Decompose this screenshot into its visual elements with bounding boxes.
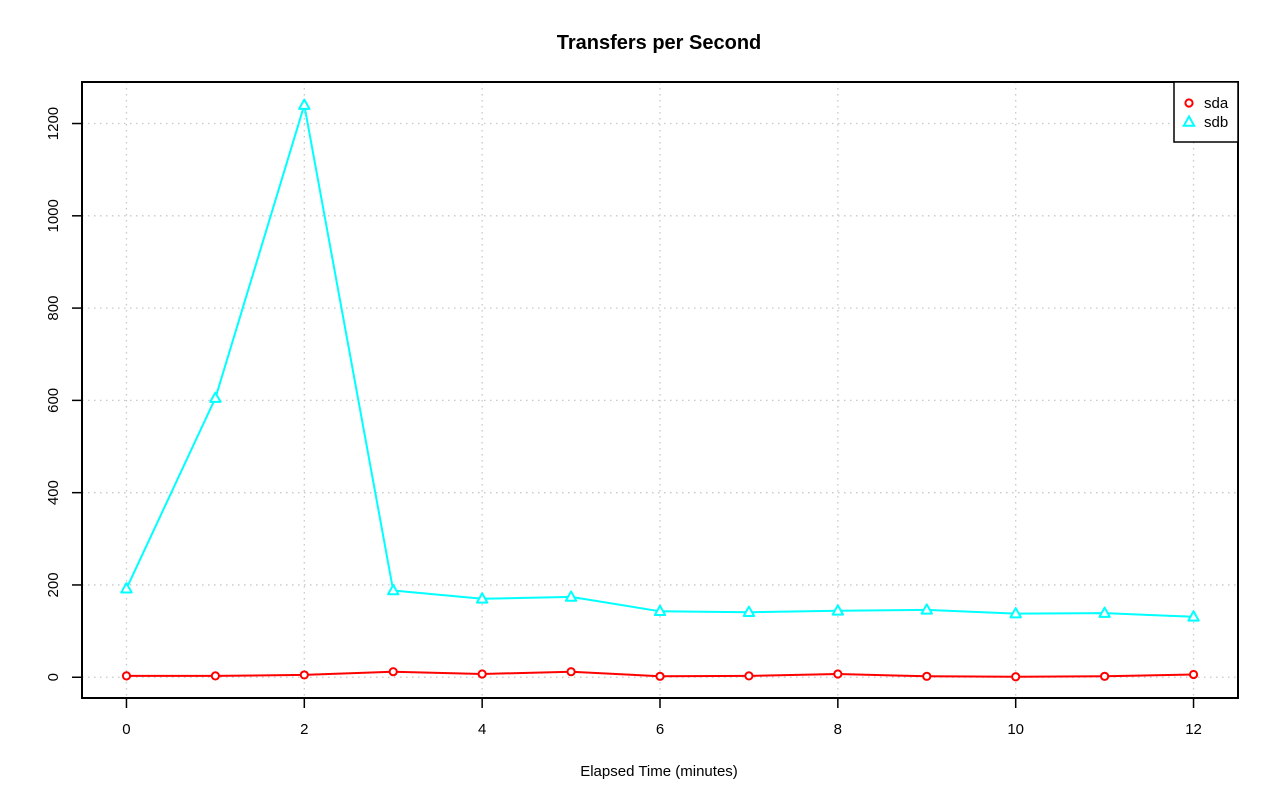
x-tick-label: 12 (1185, 721, 1202, 738)
data-point-sda (1100, 671, 1110, 681)
legend-marker-sda (1184, 98, 1194, 108)
data-point-sdb (1009, 607, 1022, 619)
x-tick-label: 2 (300, 721, 308, 738)
data-point-sdb (120, 582, 133, 594)
chart-title: Transfers per Second (557, 32, 762, 54)
data-point-sdb (298, 98, 311, 110)
y-axis: 0 200 400 600 800 1000 1200 (45, 107, 82, 681)
data-point-sda (388, 667, 398, 677)
data-point-sda (744, 671, 754, 681)
data-point-sdb (831, 604, 845, 616)
data-point-sdb (564, 590, 578, 602)
y-tick-label: 0 (45, 673, 62, 681)
y-tick-label: 800 (45, 296, 62, 321)
data-point-sdb (209, 391, 222, 403)
data-point-sda (299, 670, 309, 680)
y-tick-label: 400 (45, 480, 62, 505)
y-tick-label: 600 (45, 388, 62, 413)
data-point-sda (1011, 672, 1021, 682)
legend: sda sdb (1173, 81, 1239, 143)
data-point-sda (655, 671, 665, 681)
data-point-sda (833, 669, 843, 679)
x-tick-label: 4 (478, 721, 486, 738)
data-point-sda (121, 671, 132, 681)
x-tick-label: 8 (834, 721, 842, 738)
x-tick-label: 0 (122, 721, 130, 738)
data-point-sdb (1187, 610, 1200, 622)
legend-marker-sdb (1182, 114, 1196, 127)
data-point-sdb (1098, 606, 1111, 618)
data-point-sdb (653, 604, 667, 617)
y-tick-label: 1200 (45, 107, 62, 140)
x-tick-label: 10 (1007, 721, 1024, 738)
data-point-sda (1188, 669, 1199, 680)
y-tick-label: 200 (45, 572, 62, 597)
data-point-sdb (920, 603, 933, 615)
data-point-sdb (387, 583, 400, 596)
data-point-sda (477, 669, 487, 679)
data-point-sda (210, 671, 220, 681)
data-point-sdb (475, 592, 489, 604)
grid (82, 82, 1238, 698)
legend-box (1173, 81, 1239, 143)
data-point-sda (922, 671, 932, 681)
x-tick-label: 6 (656, 721, 664, 738)
data-point-sdb (742, 605, 756, 617)
series-layer (120, 98, 1200, 682)
legend-label-sdb: sdb (1204, 114, 1228, 131)
x-axis: 0 2 4 6 8 10 12 (122, 698, 1202, 738)
y-tick-label: 1000 (45, 199, 62, 232)
x-axis-label: Elapsed Time (minutes) (580, 763, 738, 780)
series-line-sdb (125, 104, 1194, 618)
data-point-sda (566, 667, 576, 677)
legend-label-sda: sda (1204, 95, 1229, 112)
